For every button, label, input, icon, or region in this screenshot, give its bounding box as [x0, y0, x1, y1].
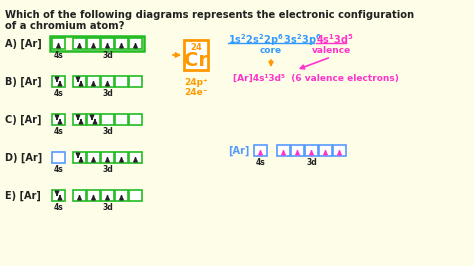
Bar: [87, 114, 100, 125]
Text: 4s: 4s: [54, 203, 64, 212]
Bar: [277, 145, 290, 156]
Bar: [73, 38, 86, 49]
Text: $\mathbf{1s^22s^22p^6\,3s^23p^6}$: $\mathbf{1s^22s^22p^6\,3s^23p^6}$: [228, 32, 322, 48]
Bar: [101, 114, 114, 125]
Bar: [115, 152, 128, 163]
Bar: [52, 190, 65, 201]
Bar: [305, 145, 318, 156]
Text: 4s: 4s: [54, 165, 64, 174]
Bar: [254, 145, 267, 156]
Bar: [115, 114, 128, 125]
Bar: [333, 145, 346, 156]
Bar: [87, 152, 100, 163]
Text: 4s: 4s: [255, 158, 265, 167]
Text: valence: valence: [311, 46, 351, 55]
Bar: [129, 38, 142, 49]
Text: Which of the following diagrams represents the electronic configuration: Which of the following diagrams represen…: [5, 10, 414, 20]
Text: 3d: 3d: [103, 127, 113, 136]
Text: D) [Ar]: D) [Ar]: [5, 152, 42, 163]
Text: 4s: 4s: [54, 127, 64, 136]
Bar: [52, 114, 65, 125]
Bar: [115, 190, 128, 201]
Bar: [101, 38, 114, 49]
Bar: [115, 76, 128, 87]
Bar: [115, 38, 128, 49]
Text: 24: 24: [190, 43, 202, 52]
Bar: [87, 76, 100, 87]
Text: 3d: 3d: [103, 89, 113, 98]
Text: C) [Ar]: C) [Ar]: [5, 114, 42, 125]
Bar: [73, 114, 86, 125]
Bar: [52, 76, 65, 87]
Bar: [73, 152, 86, 163]
Text: 24p⁺: 24p⁺: [184, 78, 208, 87]
Text: $\mathbf{4s^13d^5}$: $\mathbf{4s^13d^5}$: [316, 32, 354, 46]
Text: 4s: 4s: [54, 89, 64, 98]
Text: A) [Ar]: A) [Ar]: [5, 38, 42, 49]
Bar: [52, 38, 65, 49]
Bar: [101, 76, 114, 87]
Text: B) [Ar]: B) [Ar]: [5, 76, 42, 87]
Bar: [50, 36, 144, 51]
Bar: [129, 190, 142, 201]
Text: E) [Ar]: E) [Ar]: [5, 190, 41, 201]
Text: [Ar]4s¹3d⁵  (6 valence electrons): [Ar]4s¹3d⁵ (6 valence electrons): [233, 74, 399, 83]
Bar: [184, 40, 208, 70]
Bar: [101, 190, 114, 201]
Bar: [129, 152, 142, 163]
Text: 3d: 3d: [103, 203, 113, 212]
Bar: [73, 76, 86, 87]
Text: 3d: 3d: [307, 158, 318, 167]
Text: 24e⁻: 24e⁻: [184, 88, 208, 97]
Text: Cr: Cr: [184, 51, 208, 69]
Bar: [52, 152, 65, 163]
Bar: [129, 114, 142, 125]
Bar: [319, 145, 332, 156]
Text: core: core: [260, 46, 282, 55]
Text: 3d: 3d: [103, 51, 113, 60]
Bar: [129, 76, 142, 87]
Bar: [291, 145, 304, 156]
Bar: [73, 190, 86, 201]
Bar: [101, 152, 114, 163]
Bar: [87, 38, 100, 49]
Text: 3d: 3d: [103, 165, 113, 174]
Bar: [87, 190, 100, 201]
Text: [Ar]: [Ar]: [228, 145, 249, 156]
Text: 4s: 4s: [54, 51, 64, 60]
Text: of a chromium atom?: of a chromium atom?: [5, 21, 125, 31]
